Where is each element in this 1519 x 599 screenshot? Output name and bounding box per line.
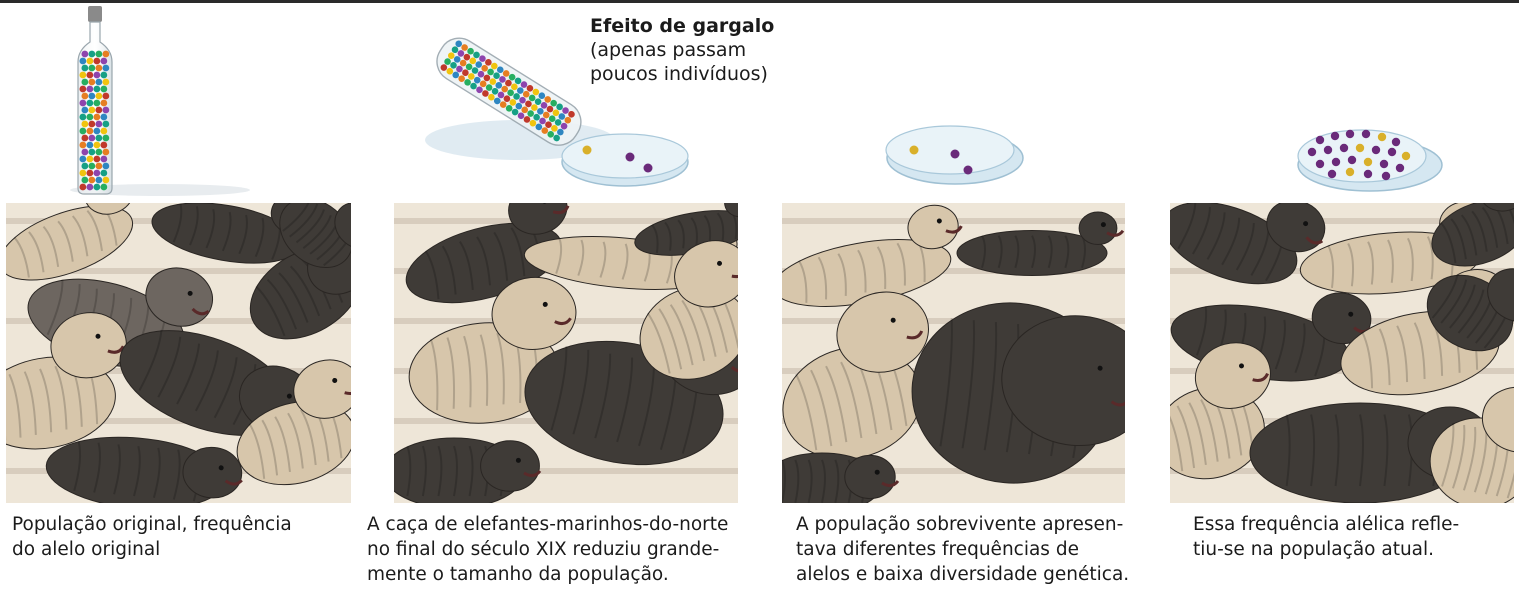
caption-line: Essa frequência alélica refle- [1193,514,1460,535]
bottleneck-subtitle-line-1: (apenas passam [590,39,747,61]
caption-line: tava diferentes frequências de [796,539,1079,560]
caption-survivors: A população sobrevivente apresen- tava d… [796,512,1129,587]
caption-line: do alelo original [12,539,161,560]
caption-line: mente o tamanho da população. [367,564,669,585]
caption-original-population: População original, frequência do alelo … [12,512,292,562]
petri-dish-few-beads [885,125,1024,185]
caption-line: no final do século XIX reduziu grande- [367,539,720,560]
caption-line: A população sobrevivente apresen- [796,514,1124,535]
bottleneck-title: Efeito de gargalo [590,15,775,37]
seal-panel-hunting [394,203,738,503]
top-border [0,0,1519,3]
seal-panel-original-population [6,203,351,503]
caption-line: alelos e baixa diversidade genética. [796,564,1130,585]
caption-current-population: Essa frequência alélica refle- tiu-se na… [1193,512,1459,562]
caption-hunting: A caça de elefantes-marinhos-do-norte no… [367,512,728,587]
caption-line: tiu-se na população atual. [1193,539,1435,560]
bottleneck-effect-label: Efeito de gargalo (apenas passam poucos … [590,14,774,86]
seal-panel-survivors [782,203,1125,503]
caption-line: A caça de elefantes-marinhos-do-norte [367,514,729,535]
bottle-of-beads-illustration [70,6,250,196]
test-tube-pouring-illustration [425,37,689,187]
petri-dish-many-beads [1297,129,1443,192]
seal-panel-current-population [1170,203,1514,503]
caption-line: População original, frequência [12,514,292,535]
bottleneck-subtitle-line-2: poucos indivíduos) [590,63,768,85]
